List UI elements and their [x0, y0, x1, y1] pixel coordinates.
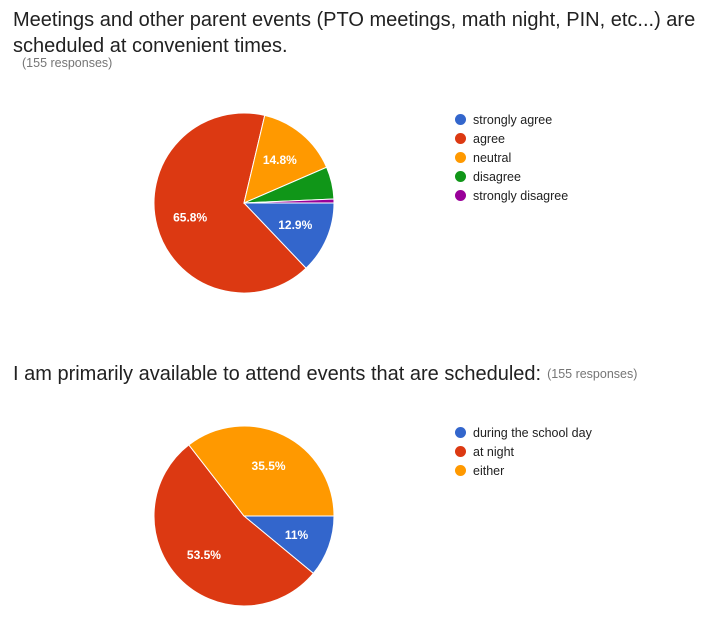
pie-slice-at-night[interactable] [153, 444, 315, 607]
legend-item[interactable]: strongly agree [455, 110, 568, 129]
legend-item[interactable]: agree [455, 129, 568, 148]
legend-label: neutral [473, 150, 512, 165]
pie-slice-label: 12.9% [278, 218, 312, 232]
pie-slice-strongly-agree[interactable] [242, 202, 335, 269]
pie-slice-either[interactable] [188, 425, 335, 517]
question-title-2: I am primarily available to attend event… [13, 361, 637, 387]
legend-item[interactable]: at night [455, 442, 592, 461]
legend-label: during the school day [473, 425, 592, 440]
pie-slice-label: 53.5% [187, 548, 221, 562]
pie-slice-strongly-disagree[interactable] [243, 198, 335, 204]
legend-label: disagree [473, 169, 521, 184]
legend-1: strongly agree agree neutral disagree strong… [455, 110, 568, 205]
legend-swatch-icon [455, 171, 466, 182]
pie-slice-neutral[interactable] [243, 114, 328, 204]
response-count-1: (155 responses) [22, 56, 113, 70]
question-text-2: I am primarily available to attend event… [13, 363, 542, 385]
legend-item[interactable]: during the school day [455, 423, 592, 442]
legend-swatch-icon [455, 465, 466, 476]
legend-swatch-icon [455, 190, 466, 201]
legend-item[interactable]: disagree [455, 167, 568, 186]
legend-label: strongly agree [473, 112, 553, 127]
question-title-1: Meetings and other parent events (PTO me… [13, 9, 696, 57]
legend-swatch-icon [455, 446, 466, 457]
pie-slice-label: 65.8% [173, 211, 207, 225]
legend-label: either [473, 463, 505, 478]
legend-swatch-icon [455, 152, 466, 163]
pie-slice-label: 14.8% [263, 153, 297, 167]
legend-item[interactable]: neutral [455, 148, 568, 167]
legend-item[interactable]: either [455, 461, 592, 480]
pie-slice-agree[interactable] [153, 112, 307, 294]
legend-label: agree [473, 131, 505, 146]
legend-2: during the school day at night either [455, 423, 592, 480]
legend-item[interactable]: strongly disagree [455, 186, 568, 205]
legend-swatch-icon [455, 114, 466, 125]
pie-slice-label: 35.5% [252, 459, 286, 473]
legend-swatch-icon [455, 133, 466, 144]
pie-slice-label: 11% [285, 528, 309, 542]
response-count-2: (155 responses) [547, 367, 638, 381]
legend-label: at night [473, 444, 515, 459]
legend-label: strongly disagree [473, 188, 569, 203]
legend-swatch-icon [455, 427, 466, 438]
